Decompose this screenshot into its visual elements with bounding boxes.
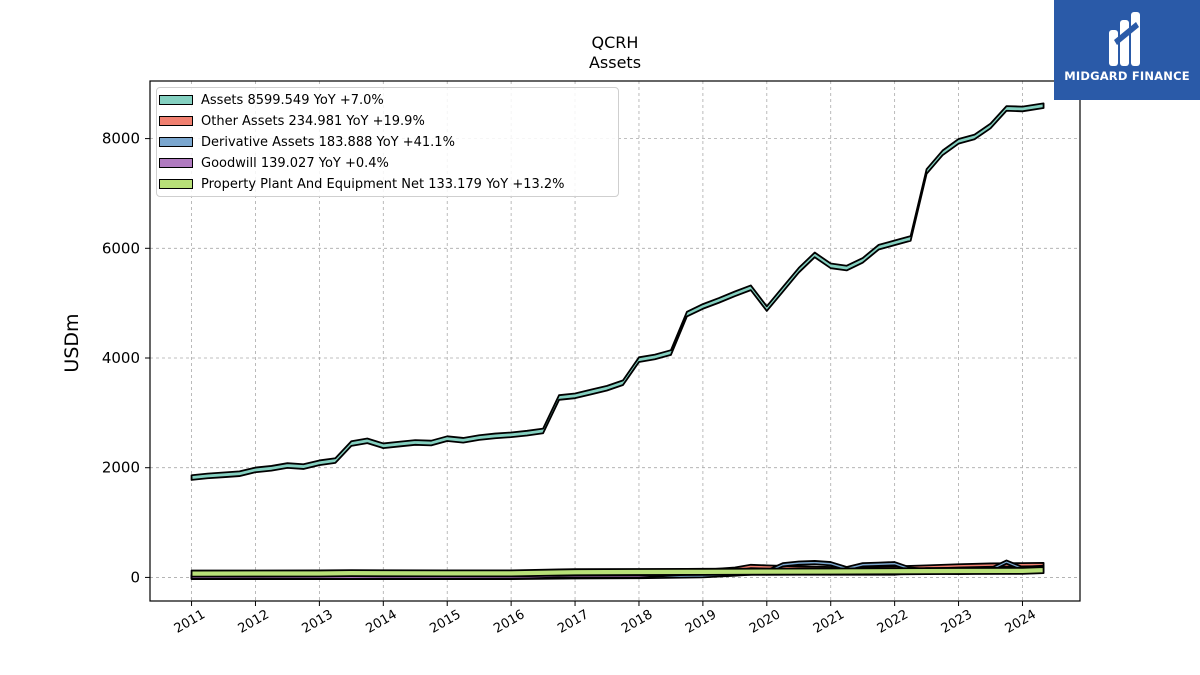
y-tick-label: 2000 [102,459,140,477]
legend-swatch [159,137,193,147]
x-tick-label: 2024 [1003,607,1039,637]
y-axis: 0 2000 4000 6000 8000 [102,130,150,586]
x-tick-label: 2011 [172,607,208,637]
brand-name: MIDGARD FINANCE [1064,69,1190,83]
legend-label: Goodwill 139.027 YoY +0.4% [201,155,389,171]
legend-item-derivative-assets: Derivative Assets 183.888 YoY +41.1% [159,133,455,151]
series-property-plant-and-equipment-net [190,566,1045,578]
x-tick-label: 2023 [939,607,975,637]
x-tick-label: 2018 [619,607,655,637]
legend: Assets 8599.549 YoY +7.0% Other Assets 2… [156,87,619,197]
y-tick-label: 0 [130,568,140,586]
y-tick-label: 4000 [102,349,140,367]
legend-label: Other Assets 234.981 YoY +19.9% [201,113,425,129]
x-tick-label: 2012 [236,607,272,637]
x-axis: 2011 2012 2013 2014 2015 2016 2017 2018 2019 2020… [172,601,1039,637]
x-tick-label: 2021 [811,607,847,637]
legend-label: Derivative Assets 183.888 YoY +41.1% [201,134,455,150]
brand-mark-icon [1109,12,1140,66]
x-tick-label: 2015 [427,607,463,637]
plot-frame [149,80,1081,602]
x-tick-label: 2017 [555,607,591,637]
x-tick-label: 2020 [747,607,783,637]
y-tick-label: 8000 [102,130,140,148]
x-tick-label: 2013 [300,607,336,637]
legend-swatch [159,116,193,126]
x-tick-label: 2016 [491,607,527,637]
y-tick-label: 6000 [102,239,140,257]
x-tick-label: 2014 [363,607,399,637]
legend-item-other-assets: Other Assets 234.981 YoY +19.9% [159,112,425,130]
x-tick-label: 2019 [683,607,719,637]
x-tick-label: 2022 [875,607,911,637]
legend-item-assets: Assets 8599.549 YoY +7.0% [159,91,384,109]
chart-title: QCRH [591,33,639,52]
legend-swatch [159,95,193,105]
legend-swatch [159,158,193,168]
brand-logo: MIDGARD FINANCE [1054,0,1200,100]
chart-subtitle: Assets [588,53,642,72]
legend-swatch [159,179,193,189]
series-areas [190,102,1045,580]
legend-item-ppe: Property Plant And Equipment Net 133.179… [159,175,565,193]
series-assets [190,102,1045,481]
legend-label: Property Plant And Equipment Net 133.179… [201,176,565,192]
y-axis-label: USDm [61,313,83,372]
legend-item-goodwill: Goodwill 139.027 YoY +0.4% [159,154,389,172]
legend-label: Assets 8599.549 YoY +7.0% [201,92,384,108]
